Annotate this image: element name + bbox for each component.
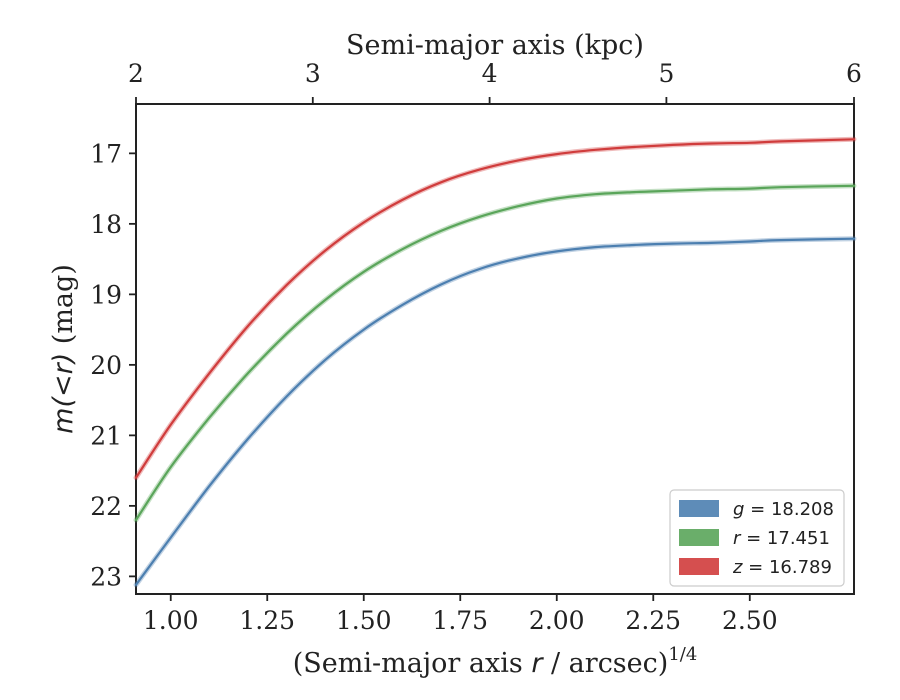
legend-label: g = 18.208 xyxy=(733,499,834,520)
top-tick-label: 3 xyxy=(305,59,321,88)
x-axis-ticks: 1.00 1.25 1.50 1.75 2.00 2.25 2.50 xyxy=(143,594,778,635)
y-axis-title: m(<r) (mag) xyxy=(48,264,79,434)
y-axis-ticks: 17 18 19 20 21 22 23 xyxy=(90,139,136,591)
x-tick-label: 1.50 xyxy=(336,606,392,635)
y-tick-label: 17 xyxy=(90,139,122,168)
x-tick-label: 2.25 xyxy=(625,606,681,635)
x-tick-label: 2.50 xyxy=(722,606,778,635)
plot-area xyxy=(135,103,855,595)
legend: g = 18.208 r = 17.451 z = 16.789 xyxy=(669,489,845,587)
y-tick-label: 23 xyxy=(90,562,122,591)
x-tick-label: 1.75 xyxy=(432,606,488,635)
y-tick-label: 18 xyxy=(90,210,122,239)
series-line-r xyxy=(134,184,856,522)
top-tick-label: 5 xyxy=(658,59,674,88)
legend-label: r = 17.451 xyxy=(733,528,830,549)
y-axis-title-math: m(<r) xyxy=(48,353,79,434)
y-tick-label: 19 xyxy=(90,280,122,309)
x-tick-label: 1.25 xyxy=(239,606,295,635)
x-axis-title-var: r xyxy=(531,648,544,679)
x-tick-label: 1.00 xyxy=(143,606,199,635)
top-tick-label: 2 xyxy=(128,59,144,88)
series-line-z xyxy=(134,138,856,479)
x-axis-title-exponent: 1/4 xyxy=(668,644,697,665)
series-layer xyxy=(133,136,857,588)
x-axis-title-prefix: (Semi-major axis xyxy=(293,648,532,679)
x-axis-title: (Semi-major axis r / arcsec)1/4 xyxy=(293,644,698,679)
legend-swatch xyxy=(679,558,719,575)
top-axis-title: Semi-major axis (kpc) xyxy=(346,30,644,61)
y-tick-label: 20 xyxy=(90,351,122,380)
legend-label: z = 16.789 xyxy=(732,557,832,578)
y-tick-label: 21 xyxy=(90,421,122,450)
series-band-r xyxy=(133,183,857,523)
top-axis-ticks: 2 3 4 5 6 xyxy=(128,59,862,104)
top-tick-label: 6 xyxy=(846,59,862,88)
top-tick-label: 4 xyxy=(482,59,498,88)
legend-swatch xyxy=(679,500,719,517)
legend-swatch xyxy=(679,529,719,546)
series-line-g xyxy=(134,237,856,586)
y-tick-label: 22 xyxy=(90,492,122,521)
x-tick-label: 2.00 xyxy=(529,606,585,635)
y-axis-title-unit: (mag) xyxy=(48,264,79,353)
x-axis-title-suffix: / arcsec) xyxy=(542,648,668,679)
